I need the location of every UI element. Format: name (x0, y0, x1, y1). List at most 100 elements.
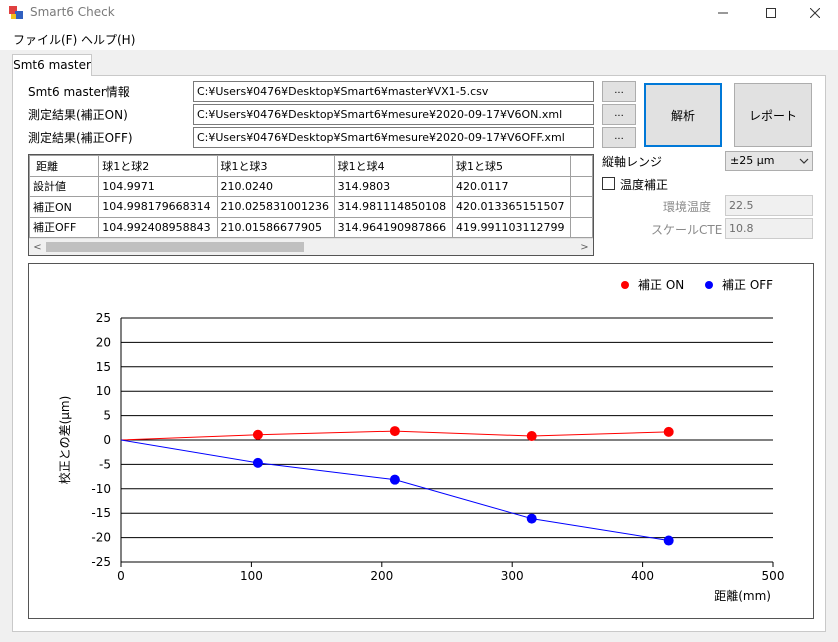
x-tick-label: 300 (501, 569, 524, 583)
scroll-right-icon[interactable]: > (580, 242, 589, 253)
table-row[interactable]: 設計値 104.9971 210.0240 314.9803 420.0117 (29, 175, 593, 197)
table-cell[interactable] (570, 196, 593, 218)
y-tick-label: 15 (96, 360, 111, 374)
data-point (389, 426, 400, 437)
table-row[interactable]: 補正ON 104.998179668314 210.025831001236 3… (29, 196, 593, 218)
env-temp-field[interactable]: 22.5 (725, 195, 813, 216)
table-cell[interactable]: 104.992408958843 (98, 216, 218, 238)
data-point (252, 457, 263, 468)
y-tick-label: -5 (99, 457, 111, 471)
x-tick-label: 0 (117, 569, 125, 583)
table-cell[interactable]: 設計値 (29, 175, 100, 197)
table-cell[interactable]: 314.9803 (333, 175, 453, 197)
table-cell[interactable]: 314.981114850108 (333, 196, 453, 218)
range-value: ±25 μm (730, 154, 775, 167)
y-tick-label: 0 (103, 433, 111, 447)
x-axis-label: 距離(mm) (714, 589, 771, 603)
y-tick-label: 10 (96, 384, 111, 398)
table-cell[interactable]: 314.964190987866 (333, 216, 453, 238)
cte-field[interactable]: 10.8 (725, 218, 813, 239)
env-temp-label: 環境温度 (663, 200, 712, 214)
scrollbar-thumb[interactable] (46, 242, 304, 252)
range-select[interactable]: ±25 μm (725, 151, 813, 171)
table-header-cell[interactable]: 球1と球3 (216, 155, 335, 177)
y-tick-label: 5 (103, 409, 111, 423)
table-header-cell[interactable]: 球1と球5 (451, 155, 572, 177)
result-off-label: 測定結果(補正OFF) (28, 131, 133, 145)
menu-help[interactable]: ヘルプ(H) (81, 33, 136, 47)
browse-on-button[interactable]: ... (602, 104, 636, 125)
table-cell[interactable]: 210.0240 (216, 175, 335, 197)
cte-label: スケールCTE (651, 223, 723, 237)
temp-comp-label: 温度補正 (620, 178, 669, 192)
table-cell[interactable] (570, 175, 593, 197)
y-tick-label: -10 (91, 482, 111, 496)
table-cell[interactable]: 420.013365151507 (451, 196, 572, 218)
tab-smt6-master[interactable]: Smt6 master (12, 54, 92, 76)
menu-file[interactable]: ファイル(F) (13, 33, 78, 47)
y-tick-label: -25 (91, 555, 111, 569)
table-cell[interactable]: 210.01586677905 (216, 216, 335, 238)
table-cell[interactable]: 補正ON (29, 196, 100, 218)
legend-marker (705, 281, 713, 289)
master-info-label: Smt6 master情報 (28, 85, 130, 99)
table-header-row: 距離 球1と球2 球1と球3 球1と球4 球1と球5 (29, 155, 593, 177)
table-cell[interactable] (570, 216, 593, 238)
data-point (663, 535, 674, 546)
analyze-button[interactable]: 解析 (644, 83, 722, 147)
table-cell[interactable]: 104.9971 (98, 175, 218, 197)
data-table: 距離 球1と球2 球1と球3 球1と球4 球1と球5 設計値 104.9971 … (29, 155, 593, 238)
table-header-cell[interactable]: 球1と球2 (98, 155, 218, 177)
x-tick-label: 500 (762, 569, 785, 583)
minimize-button[interactable] (700, 0, 746, 26)
window-title: Smart6 Check (30, 5, 115, 19)
chart-svg: 25 20 15 10 5 0 -5 -10 -15 -20 -25 0 100 200 300 400 500… (57, 278, 785, 603)
y-axis-label: 校正との差(μm) (57, 396, 72, 485)
close-icon (810, 8, 820, 18)
x-tick-label: 100 (240, 569, 263, 583)
result-on-path-field[interactable]: C:¥Users¥0476¥Desktop¥Smart6¥mesure¥2020… (193, 104, 594, 125)
data-point (526, 431, 537, 442)
title-bar: Smart6 Check (0, 0, 838, 26)
table-cell[interactable]: 210.025831001236 (216, 196, 335, 218)
table-cell[interactable]: 419.991103112799 (451, 216, 572, 238)
minimize-icon (718, 12, 728, 14)
maximize-button[interactable] (748, 0, 794, 26)
y-tick-label: 20 (96, 335, 111, 349)
data-point (389, 474, 400, 485)
table-cell[interactable]: 補正OFF (29, 216, 100, 238)
horizontal-scrollbar[interactable]: < > (29, 238, 593, 255)
table-cell[interactable]: 420.0117 (451, 175, 572, 197)
maximize-icon (766, 8, 776, 18)
range-label: 縦軸レンジ (602, 155, 663, 169)
report-button[interactable]: レポート (734, 83, 812, 147)
app-icon (9, 6, 23, 19)
close-button[interactable] (792, 0, 838, 26)
browse-off-button[interactable]: ... (602, 127, 636, 148)
x-tick-label: 400 (631, 569, 654, 583)
chevron-down-icon (799, 152, 809, 176)
data-point (663, 426, 674, 437)
menu-bar: ファイル(F) ヘルプ(H) (0, 26, 838, 50)
series-line (120, 439, 669, 542)
legend-label: 補正 OFF (722, 278, 773, 292)
table-header-cell[interactable] (570, 155, 593, 177)
chart-area: 25 20 15 10 5 0 -5 -10 -15 -20 -25 0 100 200 300 400 500… (28, 263, 814, 619)
temp-comp-checkbox[interactable] (602, 177, 615, 190)
legend-label: 補正 ON (638, 278, 684, 292)
scroll-left-icon[interactable]: < (33, 242, 42, 253)
y-tick-label: -20 (91, 531, 111, 545)
y-tick-label: 25 (96, 311, 111, 325)
data-grid[interactable]: 距離 球1と球2 球1と球3 球1と球4 球1と球5 設計値 104.9971 … (28, 154, 594, 256)
table-row[interactable]: 補正OFF 104.992408958843 210.01586677905 3… (29, 216, 593, 238)
data-point (252, 429, 263, 440)
master-path-field[interactable]: C:¥Users¥0476¥Desktop¥Smart6¥master¥VX1-… (193, 81, 594, 102)
table-cell[interactable]: 104.998179668314 (98, 196, 218, 218)
data-point (526, 513, 537, 524)
browse-master-button[interactable]: ... (602, 81, 636, 102)
result-off-path-field[interactable]: C:¥Users¥0476¥Desktop¥Smart6¥mesure¥2020… (193, 127, 594, 148)
y-tick-label: -15 (91, 506, 111, 520)
table-header-cell[interactable]: 距離 (29, 155, 100, 177)
legend-marker (621, 281, 629, 289)
table-header-cell[interactable]: 球1と球4 (333, 155, 453, 177)
